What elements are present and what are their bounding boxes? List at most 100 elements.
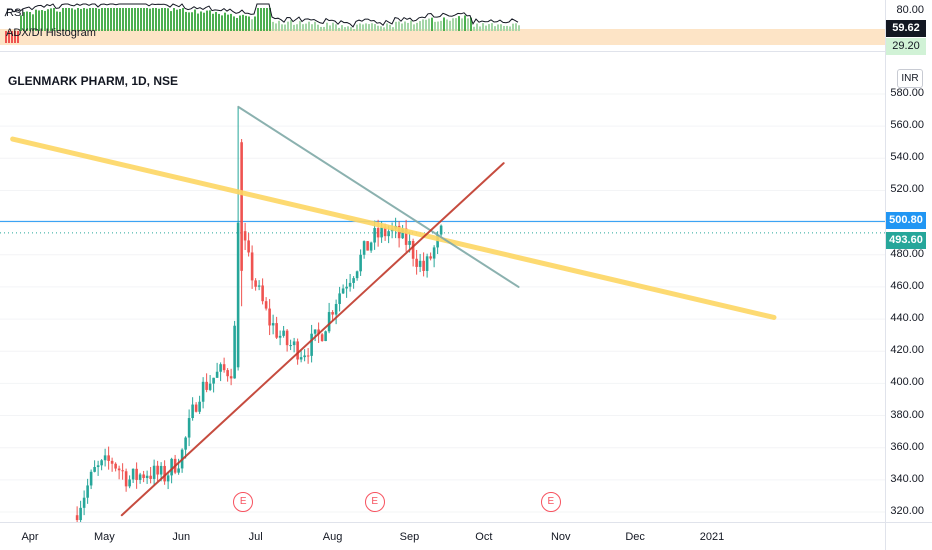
candle-body — [170, 458, 173, 476]
histogram-bar — [155, 8, 157, 31]
histogram-bar — [503, 25, 505, 31]
price-tick-label: 380.00 — [890, 408, 924, 421]
candle-body — [79, 507, 82, 521]
histogram-bar — [95, 8, 97, 31]
candle-body — [250, 252, 254, 281]
candle-body — [271, 323, 275, 326]
candle-body — [240, 142, 243, 271]
histogram-bar — [437, 21, 439, 31]
candle-body — [142, 474, 145, 479]
histogram-bar — [20, 15, 22, 31]
histogram-bar — [179, 8, 181, 31]
histogram-bar — [404, 21, 406, 31]
histogram-bar — [455, 18, 457, 31]
histogram-bar — [26, 11, 28, 31]
candle-body — [362, 241, 366, 255]
histogram-bar — [185, 11, 187, 31]
price-tick-label: 340.00 — [890, 472, 924, 485]
histogram-bar — [362, 24, 364, 31]
histogram-bar — [515, 23, 517, 31]
candle-body — [166, 475, 170, 482]
histogram-bar — [494, 26, 496, 31]
histogram-bar — [299, 21, 301, 31]
candle-body — [229, 376, 233, 379]
histogram-bar — [353, 28, 355, 31]
earnings-marker[interactable]: E — [540, 492, 561, 512]
histogram-bar — [83, 8, 85, 31]
histogram-bar — [287, 21, 289, 31]
candle-body — [348, 282, 352, 287]
time-tick-label: Jun — [172, 531, 191, 543]
symbol-title: GLENMARK PHARM, 1D, NSE — [8, 74, 179, 88]
candle-body — [219, 364, 222, 372]
rsi-tick-80: 80.00 — [896, 4, 924, 16]
histogram-bar — [230, 13, 232, 31]
histogram-bar — [275, 23, 277, 31]
histogram-bar — [104, 8, 106, 31]
histogram-bar — [125, 8, 127, 31]
candle-body — [345, 286, 348, 289]
histogram-bar — [311, 24, 313, 31]
candle-body — [289, 345, 292, 347]
histogram-bar — [389, 24, 391, 31]
currency-badge[interactable]: INR — [897, 69, 923, 88]
candle-body — [296, 341, 299, 360]
last-price-badge: 493.60 — [886, 232, 926, 249]
histogram-bar — [212, 13, 214, 31]
histogram-bar — [452, 18, 454, 31]
candle-body — [205, 381, 208, 390]
histogram-bar — [449, 20, 451, 31]
histogram-bar — [338, 27, 340, 31]
histogram-bar — [365, 23, 367, 31]
candle-body — [82, 497, 86, 508]
histogram-bar — [65, 8, 67, 31]
candle-body — [352, 278, 355, 283]
histogram-bar — [476, 23, 478, 31]
rsi-line — [4, 3, 519, 28]
histogram-bar — [122, 8, 124, 31]
candle-body — [439, 225, 443, 235]
candle-body — [415, 258, 418, 267]
histogram-bar — [47, 9, 49, 31]
candle-body — [327, 312, 331, 332]
candle-body — [432, 247, 436, 259]
histogram-bar — [329, 25, 331, 31]
histogram-bar — [131, 8, 133, 31]
histogram-bar — [140, 8, 142, 31]
histogram-bar — [380, 26, 382, 31]
histogram-bar — [473, 26, 475, 31]
histogram-bar — [233, 16, 235, 31]
histogram-bar — [215, 11, 217, 31]
histogram-bar — [239, 15, 241, 31]
candle-body — [138, 474, 142, 480]
candle-body — [264, 301, 268, 309]
histogram-bar — [398, 21, 400, 31]
histogram-bar — [518, 25, 520, 31]
histogram-bar — [86, 8, 88, 32]
candle-body — [110, 460, 114, 464]
histogram-bar — [245, 15, 247, 31]
histogram-bar — [446, 19, 448, 31]
candle-body — [317, 329, 320, 335]
earnings-marker[interactable]: E — [233, 492, 254, 512]
candle-body — [114, 463, 117, 469]
candle-body — [376, 228, 380, 238]
earnings-marker[interactable]: E — [364, 492, 385, 512]
histogram-bar — [266, 8, 268, 31]
price-axis-border — [885, 0, 886, 550]
histogram-bar — [443, 17, 445, 31]
histogram-bar — [167, 8, 169, 31]
histogram-bar — [218, 13, 220, 32]
histogram-bar — [491, 23, 493, 31]
histogram-bar — [53, 8, 55, 31]
histogram-bar — [506, 25, 508, 31]
rsi-label: RSI — [6, 7, 25, 19]
histogram-bar — [221, 15, 223, 31]
histogram-bar — [80, 8, 82, 32]
candle-body — [156, 465, 159, 475]
histogram-bar — [44, 10, 46, 31]
price-tick-label: 520.00 — [890, 183, 924, 196]
price-tick-label: 480.00 — [890, 247, 924, 260]
candle-body — [208, 383, 212, 390]
price-chart[interactable] — [0, 52, 885, 522]
